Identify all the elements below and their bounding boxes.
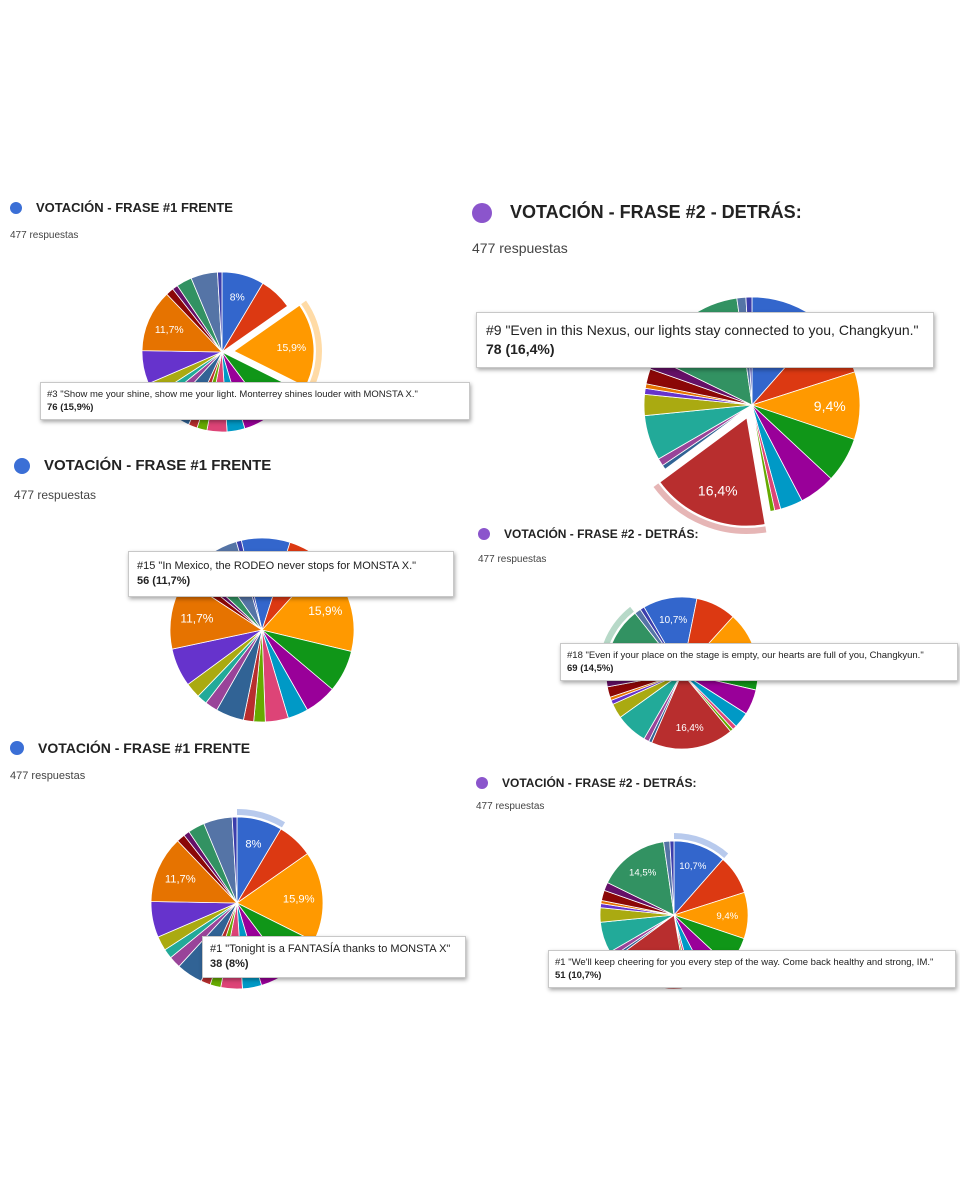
pie-data-label-1: 10,7% bbox=[679, 861, 707, 872]
panel-frente-3: VOTACIÓN - FRASE #1 FRENTE 477 respuesta… bbox=[10, 740, 480, 995]
tooltip-value: 51 (10,7%) bbox=[555, 970, 602, 981]
panel-title: VOTACIÓN - FRASE #2 - DETRÁS: bbox=[510, 202, 802, 222]
pie-data-label-1: 8% bbox=[245, 839, 261, 851]
status-dot-icon bbox=[476, 777, 488, 789]
panel-frente-2: VOTACIÓN - FRASE #1 FRENTE 477 respuesta… bbox=[14, 457, 464, 727]
pie-slice-20[interactable] bbox=[669, 840, 675, 916]
slice-highlight-ring bbox=[653, 483, 767, 534]
pie-data-label-9: 16,4% bbox=[676, 723, 704, 734]
chart-tooltip: #1 "Tonight is a FANTASÍA thanks to MONS… bbox=[202, 936, 466, 978]
pie-slice-20[interactable] bbox=[217, 271, 223, 353]
status-dot-icon bbox=[10, 201, 22, 214]
pie-slice-18[interactable] bbox=[606, 841, 675, 916]
panel-detras-2: VOTACIÓN - FRASE #2 - DETRÁS: 477 respue… bbox=[478, 527, 958, 757]
pie-data-label-3: 15,9% bbox=[308, 604, 342, 618]
panel-title: VOTACIÓN - FRASE #1 FRENTE bbox=[36, 200, 233, 215]
status-dot-icon bbox=[10, 741, 24, 755]
pie-data-label-3: 9,4% bbox=[814, 398, 846, 414]
chart-tooltip: #1 "We'll keep cheering for you every st… bbox=[548, 950, 956, 988]
pie-slice-8[interactable] bbox=[751, 404, 776, 512]
slice-highlight-ring bbox=[673, 833, 729, 858]
panel-detras-3: VOTACIÓN - FRASE #2 - DETRÁS: 477 respue… bbox=[476, 776, 956, 996]
response-count: 477 respuestas bbox=[10, 230, 79, 241]
pie-slice-2[interactable] bbox=[221, 282, 289, 353]
tooltip-value: 56 (11,7%) bbox=[137, 575, 191, 587]
panel-title: VOTACIÓN - FRASE #1 FRENTE bbox=[44, 457, 272, 474]
tooltip-value: 78 (16,4%) bbox=[486, 341, 555, 357]
pie-data-label-9: 16,4% bbox=[698, 483, 738, 499]
status-dot-icon bbox=[472, 202, 492, 223]
tooltip-label: #18 "Even if your place on the stage is … bbox=[567, 650, 924, 661]
panel-title: VOTACIÓN - FRASE #2 - DETRÁS: bbox=[504, 527, 699, 541]
chart-tooltip: #9 "Even in this Nexus, our lights stay … bbox=[476, 312, 934, 368]
panel-header: VOTACIÓN - FRASE #1 FRENTE bbox=[10, 740, 250, 756]
pie-chart[interactable]: 10,7%9,4%16,4%14,5% bbox=[478, 527, 958, 757]
pie-data-label-1: 8% bbox=[230, 292, 245, 303]
panel-title: VOTACIÓN - FRASE #2 - DETRÁS: bbox=[502, 776, 697, 790]
pie-data-label-1: 10,7% bbox=[659, 615, 687, 626]
tooltip-label: #1 "We'll keep cheering for you every st… bbox=[555, 957, 934, 968]
tooltip-label: #9 "Even in this Nexus, our lights stay … bbox=[486, 322, 919, 338]
chart-tooltip: #18 "Even if your place on the stage is … bbox=[560, 643, 958, 681]
pie-data-label-15: 11,7% bbox=[165, 873, 196, 885]
pie-data-label-18: 14,5% bbox=[629, 868, 657, 879]
slice-highlight-ring bbox=[301, 300, 322, 391]
panel-header: VOTACIÓN - FRASE #2 - DETRÁS: bbox=[478, 527, 698, 541]
tooltip-label: #15 "In Mexico, the RODEO never stops fo… bbox=[137, 560, 417, 572]
panel-title: VOTACIÓN - FRASE #1 FRENTE bbox=[38, 740, 251, 756]
pie-data-label-3: 15,9% bbox=[277, 343, 306, 354]
tooltip-value: 38 (8%) bbox=[210, 958, 249, 970]
response-count: 477 respuestas bbox=[472, 240, 568, 256]
panel-frente-1: VOTACIÓN - FRASE #1 FRENTE 477 respuesta… bbox=[10, 200, 480, 440]
panel-detras-1: VOTACIÓN - FRASE #2 - DETRÁS: 477 respue… bbox=[472, 202, 952, 534]
pie-slice-15[interactable] bbox=[141, 293, 223, 353]
pie-slice-9[interactable] bbox=[659, 417, 766, 527]
tooltip-label: #1 "Tonight is a FANTASÍA thanks to MONS… bbox=[210, 943, 451, 955]
response-count: 477 respuestas bbox=[14, 488, 97, 502]
tooltip-value: 76 (15,9%) bbox=[47, 402, 94, 413]
chart-tooltip: #15 "In Mexico, the RODEO never stops fo… bbox=[128, 551, 454, 597]
pie-slice-20[interactable] bbox=[231, 816, 238, 904]
response-count: 477 respuestas bbox=[10, 770, 86, 782]
pie-slice-9[interactable] bbox=[651, 672, 732, 750]
pie-slice-15[interactable] bbox=[150, 840, 238, 904]
panel-header: VOTACIÓN - FRASE #1 FRENTE bbox=[10, 200, 233, 215]
pie-data-label-15: 11,7% bbox=[180, 611, 213, 625]
status-dot-icon bbox=[14, 457, 30, 474]
panel-header: VOTACIÓN - FRASE #2 - DETRÁS: bbox=[472, 202, 802, 223]
tooltip-value: 69 (14,5%) bbox=[567, 663, 614, 674]
response-count: 477 respuestas bbox=[478, 554, 547, 565]
slice-highlight-ring bbox=[236, 809, 286, 828]
response-count: 477 respuestas bbox=[476, 801, 545, 812]
pie-data-label-3: 15,9% bbox=[283, 894, 315, 906]
pie-data-label-3: 9,4% bbox=[716, 911, 738, 922]
panel-header: VOTACIÓN - FRASE #2 - DETRÁS: bbox=[476, 776, 696, 790]
tooltip-label: #3 "Show me your shine, show me your lig… bbox=[47, 389, 418, 400]
chart-tooltip: #3 "Show me your shine, show me your lig… bbox=[40, 382, 470, 420]
panel-header: VOTACIÓN - FRASE #1 FRENTE bbox=[14, 457, 271, 474]
pie-data-label-15: 11,7% bbox=[155, 325, 184, 336]
status-dot-icon bbox=[478, 528, 490, 540]
